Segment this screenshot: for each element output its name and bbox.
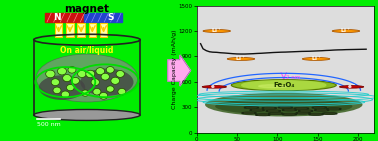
Circle shape (86, 70, 95, 78)
Circle shape (298, 113, 308, 114)
Circle shape (317, 110, 327, 111)
Circle shape (256, 114, 270, 115)
Circle shape (68, 67, 76, 73)
Ellipse shape (80, 69, 133, 96)
Circle shape (91, 79, 99, 86)
Circle shape (268, 110, 278, 112)
Circle shape (227, 58, 255, 60)
Circle shape (339, 86, 364, 88)
Circle shape (242, 112, 256, 114)
Circle shape (297, 108, 307, 109)
Circle shape (252, 110, 262, 111)
Circle shape (301, 110, 310, 112)
Circle shape (57, 68, 67, 75)
Bar (100, 23, 107, 37)
Circle shape (314, 107, 324, 108)
Circle shape (312, 107, 327, 108)
Circle shape (259, 85, 288, 88)
Circle shape (285, 114, 294, 115)
Circle shape (202, 86, 226, 88)
Ellipse shape (34, 110, 140, 120)
Circle shape (231, 80, 336, 91)
Circle shape (106, 86, 114, 92)
Circle shape (294, 108, 309, 109)
Bar (45, 13, 84, 22)
Circle shape (53, 87, 61, 94)
Circle shape (268, 113, 283, 114)
Circle shape (271, 113, 280, 114)
Circle shape (309, 114, 323, 115)
Text: Li$^+$: Li$^+$ (341, 27, 352, 36)
Circle shape (314, 109, 329, 111)
Circle shape (118, 88, 126, 95)
Circle shape (329, 108, 339, 109)
Circle shape (296, 112, 310, 114)
Text: Li$^+$: Li$^+$ (311, 54, 322, 63)
Y-axis label: Charge Capacity (mAh/g): Charge Capacity (mAh/g) (172, 29, 177, 109)
Bar (77, 23, 85, 37)
Circle shape (67, 84, 74, 91)
Bar (66, 23, 74, 37)
Circle shape (63, 74, 71, 82)
Text: S: S (107, 13, 113, 22)
Circle shape (61, 91, 70, 98)
Ellipse shape (36, 54, 138, 102)
Circle shape (81, 90, 89, 96)
Circle shape (99, 92, 108, 99)
Circle shape (266, 110, 280, 112)
Text: e$^-$: e$^-$ (210, 83, 219, 91)
Circle shape (116, 70, 124, 77)
Circle shape (77, 70, 86, 78)
Circle shape (46, 70, 55, 78)
Text: 500 nm: 500 nm (37, 122, 60, 127)
Circle shape (298, 110, 313, 112)
Circle shape (262, 107, 277, 109)
Circle shape (93, 88, 101, 95)
Circle shape (51, 79, 59, 86)
Text: N: N (53, 13, 61, 22)
Circle shape (322, 113, 337, 114)
FancyArrow shape (168, 55, 191, 86)
Text: magnet: magnet (64, 4, 110, 14)
Text: Li$^+$: Li$^+$ (235, 54, 246, 63)
Circle shape (101, 73, 109, 80)
Bar (89, 23, 96, 37)
Circle shape (203, 30, 231, 32)
Circle shape (280, 107, 290, 108)
Circle shape (244, 113, 254, 114)
Text: Li$^+$: Li$^+$ (211, 27, 222, 36)
Circle shape (246, 107, 256, 108)
Circle shape (106, 67, 114, 73)
Circle shape (332, 30, 360, 32)
Circle shape (111, 77, 119, 84)
Text: Fe₃O₄: Fe₃O₄ (273, 82, 294, 88)
Text: On air/liquid: On air/liquid (60, 46, 114, 55)
Circle shape (311, 114, 321, 115)
Circle shape (327, 108, 341, 110)
Circle shape (71, 77, 79, 84)
Circle shape (264, 108, 274, 109)
Bar (55, 23, 62, 37)
Text: 2 nm: 2 nm (286, 75, 301, 81)
Circle shape (242, 81, 326, 90)
Ellipse shape (39, 75, 85, 100)
Circle shape (250, 109, 264, 111)
Circle shape (325, 113, 335, 114)
Circle shape (278, 107, 293, 108)
Circle shape (244, 107, 259, 108)
Bar (84, 13, 122, 22)
Text: e$^-$: e$^-$ (347, 83, 356, 91)
Ellipse shape (215, 98, 352, 115)
Ellipse shape (205, 93, 363, 116)
Circle shape (282, 114, 297, 115)
Circle shape (96, 68, 105, 75)
Circle shape (258, 114, 268, 115)
Circle shape (285, 109, 294, 110)
Circle shape (302, 58, 330, 60)
Circle shape (282, 109, 297, 111)
